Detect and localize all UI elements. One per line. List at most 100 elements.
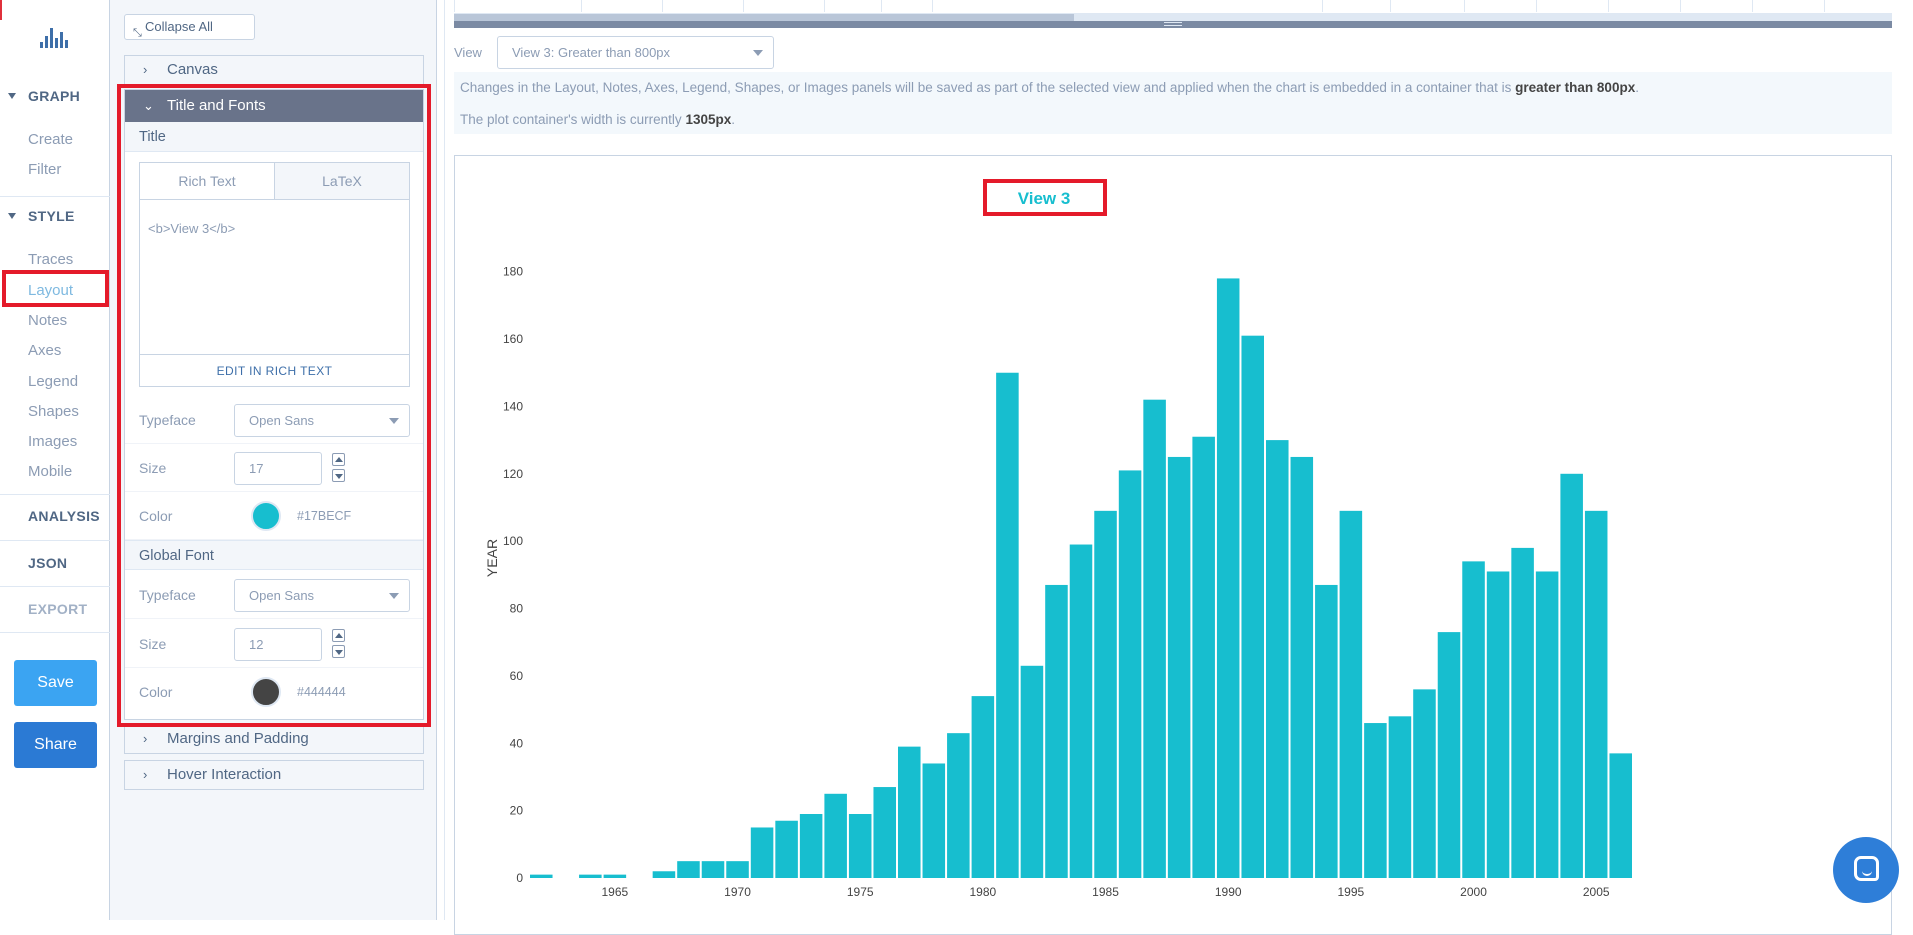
field-label: Size: [139, 460, 167, 476]
bar-1998: [1413, 689, 1436, 878]
bar-2001: [1486, 571, 1510, 878]
chart-title: View 3: [1018, 189, 1071, 208]
collapse-all-button[interactable]: ⤡ Collapse All: [124, 14, 255, 40]
nav-item-axes[interactable]: Axes: [28, 342, 62, 359]
plot-container[interactable]: View 3 0 20 40 60 80 100 120 140 160 180 1965 1970 19…: [454, 155, 1892, 935]
nav-item-notes[interactable]: Notes: [28, 312, 68, 329]
bar-1997: [1388, 716, 1412, 878]
save-button[interactable]: Save: [14, 660, 97, 706]
grid-resize-handle[interactable]: [454, 21, 1892, 28]
x-tick-label: 1995: [1338, 885, 1365, 899]
y-tick-label: 180: [503, 265, 523, 279]
caret-down-icon: [389, 418, 399, 424]
bar-1980: [971, 696, 995, 878]
caret-down-icon: [8, 213, 16, 219]
bar-1994: [1315, 584, 1338, 878]
highlight-title-fonts-panel: [117, 84, 431, 727]
data-grid-edge: [454, 0, 1892, 14]
bar-1969: [701, 861, 725, 878]
y-tick-label: 0: [516, 871, 523, 885]
bar-2002: [1511, 547, 1534, 878]
title-text-input[interactable]: <b>View 3</b>: [148, 221, 236, 236]
bar-2004: [1560, 473, 1583, 878]
nav-section-label: GRAPH: [28, 88, 81, 104]
fold-header-title-fonts[interactable]: ⌄ Title and Fonts: [125, 90, 423, 122]
nav-item-layout[interactable]: Layout: [28, 282, 74, 299]
bar-1970: [726, 861, 749, 878]
tab-latex[interactable]: LaTeX: [275, 163, 409, 199]
title-color-swatch[interactable]: [251, 501, 281, 531]
bar-1992: [1266, 440, 1289, 878]
panel-divider[interactable]: [437, 0, 445, 920]
bar-1986: [1118, 470, 1142, 878]
title-size-input[interactable]: 17: [234, 452, 322, 485]
decrement-arrow-icon[interactable]: [332, 645, 345, 658]
global-color-hex[interactable]: #444444: [297, 685, 346, 699]
view-dropdown[interactable]: View 3: Greater than 800px: [497, 36, 774, 69]
decrement-arrow-icon[interactable]: [332, 469, 345, 482]
nav-item-shapes[interactable]: Shapes: [28, 403, 79, 420]
global-size-input[interactable]: 12: [234, 628, 322, 661]
bar-1965: [603, 874, 627, 878]
bar-1973: [799, 814, 823, 878]
x-tick-label: 1965: [602, 885, 629, 899]
nav-item-traces[interactable]: Traces: [28, 251, 74, 268]
bar-chart[interactable]: View 3 0 20 40 60 80 100 120 140 160 180 1965 1970 19…: [455, 156, 1893, 926]
bar-1993: [1290, 456, 1314, 878]
highlight-chart-title: [983, 179, 1107, 216]
share-button[interactable]: Share: [14, 722, 97, 768]
bar-1984: [1069, 544, 1093, 878]
bar-1999: [1437, 632, 1461, 878]
global-typeface-dropdown[interactable]: Open Sans: [234, 579, 410, 612]
x-tick-label: 1975: [847, 885, 874, 899]
grid-horizontal-scrollbar[interactable]: [454, 14, 1892, 21]
bar-1989: [1192, 436, 1215, 878]
x-tick-label: 1970: [724, 885, 751, 899]
y-tick-label: 140: [503, 399, 523, 413]
nav-item-create[interactable]: Create: [28, 131, 74, 148]
caret-down-icon: [753, 50, 763, 56]
scrollbar-thumb[interactable]: [454, 14, 1074, 21]
nav-item-legend[interactable]: Legend: [28, 373, 79, 390]
y-tick-label: 100: [503, 534, 523, 548]
x-tick-label: 1985: [1092, 885, 1119, 899]
dropdown-value: Open Sans: [249, 413, 315, 428]
x-tick-label: 1990: [1215, 885, 1242, 899]
bar-1971: [750, 827, 774, 878]
x-tick-label: 2000: [1460, 885, 1487, 899]
bar-2000: [1462, 561, 1485, 878]
increment-arrow-icon[interactable]: [332, 629, 345, 642]
chat-button[interactable]: [1833, 837, 1899, 903]
y-tick-label: 60: [510, 669, 524, 683]
nav-section-label: JSON: [28, 555, 68, 571]
chevron-right-icon: ›: [143, 62, 148, 77]
dropdown-value: View 3: Greater than 800px: [512, 45, 671, 60]
fold-hover-interaction[interactable]: › Hover Interaction: [124, 760, 424, 790]
fold-margins-padding[interactable]: › Margins and Padding: [124, 724, 424, 754]
title-color-hex[interactable]: #17BECF: [297, 509, 352, 523]
nav-section-label: EXPORT: [28, 601, 88, 617]
caret-down-icon: [8, 93, 16, 99]
bar-1987: [1143, 399, 1166, 878]
nav-item-filter[interactable]: Filter: [28, 161, 62, 178]
field-label: Color: [139, 684, 173, 700]
increment-arrow-icon[interactable]: [332, 453, 345, 466]
title-typeface-dropdown[interactable]: Open Sans: [234, 404, 410, 437]
bar-1983: [1045, 584, 1068, 878]
info-line-2: The plot container's width is currently …: [460, 112, 735, 127]
nav-item-mobile[interactable]: Mobile: [28, 463, 73, 480]
y-tick-label: 20: [510, 804, 524, 818]
bar-1988: [1167, 456, 1191, 878]
highlight-layout-nav: [2, 270, 109, 307]
y-tick-label: 160: [503, 332, 523, 346]
tab-rich-text[interactable]: Rich Text: [140, 163, 275, 199]
edit-in-rich-text-link[interactable]: EDIT IN RICH TEXT: [140, 354, 409, 386]
fold-canvas[interactable]: › Canvas: [124, 55, 424, 85]
chart-studio-logo-icon[interactable]: [40, 22, 70, 48]
global-color-swatch[interactable]: [251, 677, 281, 707]
bar-1985: [1094, 510, 1117, 878]
bar-1964: [579, 874, 602, 878]
y-tick-label: 80: [510, 602, 524, 616]
nav-item-images[interactable]: Images: [28, 433, 78, 450]
collapse-arrows-icon: ⤡: [133, 27, 142, 39]
